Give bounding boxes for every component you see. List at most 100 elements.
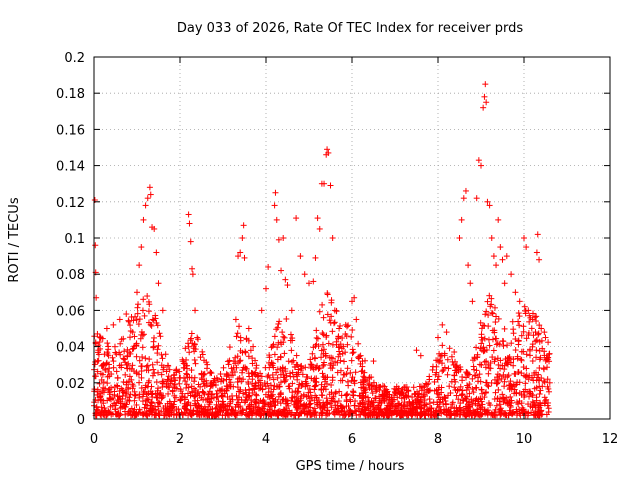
data-point — [142, 401, 149, 408]
data-point — [149, 394, 156, 401]
data-point — [241, 254, 248, 261]
data-point — [527, 388, 534, 395]
data-point — [185, 343, 192, 350]
data-point — [536, 322, 543, 329]
data-point — [273, 383, 280, 390]
data-point — [313, 327, 320, 334]
data-point — [186, 220, 193, 227]
data-point — [534, 374, 541, 381]
data-point — [478, 386, 485, 393]
data-point — [535, 331, 542, 338]
data-point — [436, 403, 443, 410]
y-tick-label: 0.06 — [56, 304, 85, 319]
data-point — [341, 358, 348, 365]
data-point — [463, 374, 470, 381]
data-point — [220, 401, 227, 408]
data-point — [379, 391, 386, 398]
data-point — [125, 408, 132, 415]
data-point — [511, 370, 518, 377]
data-point — [376, 412, 383, 419]
data-point — [182, 378, 189, 385]
data-point — [476, 361, 483, 368]
data-point — [501, 280, 508, 287]
data-point — [329, 328, 336, 335]
data-point — [185, 390, 192, 397]
data-point — [534, 231, 541, 238]
data-point — [460, 195, 467, 202]
data-point — [328, 382, 335, 389]
data-point — [351, 402, 358, 409]
data-point — [405, 393, 412, 400]
data-point — [242, 411, 249, 418]
data-point — [192, 307, 199, 314]
data-point — [526, 346, 533, 353]
data-point — [523, 335, 530, 342]
data-point — [208, 390, 215, 397]
data-point — [155, 385, 162, 392]
data-point — [507, 402, 514, 409]
data-point — [528, 325, 535, 332]
data-point — [522, 373, 529, 380]
data-point — [202, 412, 209, 419]
data-point — [272, 411, 279, 418]
data-point — [238, 378, 245, 385]
data-point — [138, 374, 145, 381]
data-point — [183, 362, 190, 369]
data-point — [163, 383, 170, 390]
data-point — [138, 368, 145, 375]
data-point — [131, 391, 138, 398]
data-point — [123, 381, 130, 388]
data-point — [455, 396, 462, 403]
data-point — [165, 377, 172, 384]
data-point — [482, 311, 489, 318]
data-point — [295, 369, 302, 376]
data-point — [139, 393, 146, 400]
data-point — [335, 405, 342, 412]
data-point — [320, 314, 327, 321]
data-point — [344, 391, 351, 398]
data-point — [466, 381, 473, 388]
data-point — [462, 187, 469, 194]
data-point — [413, 347, 420, 354]
data-point — [128, 376, 135, 383]
data-point — [493, 262, 500, 269]
data-point — [237, 347, 244, 354]
data-point — [94, 330, 101, 337]
data-point — [485, 383, 492, 390]
data-point — [456, 386, 463, 393]
data-point — [123, 390, 130, 397]
data-point — [417, 405, 424, 412]
data-point — [92, 358, 99, 365]
data-point — [219, 392, 226, 399]
data-point — [483, 379, 490, 386]
data-point — [239, 369, 246, 376]
data-point — [200, 389, 207, 396]
data-point — [508, 340, 515, 347]
data-point — [268, 344, 275, 351]
data-point — [124, 397, 131, 404]
data-point — [349, 346, 356, 353]
data-point — [96, 380, 103, 387]
data-point — [140, 331, 147, 338]
data-point — [332, 389, 339, 396]
data-point — [120, 335, 127, 342]
data-point — [277, 354, 284, 361]
data-point — [328, 313, 335, 320]
data-point — [320, 404, 327, 411]
data-point — [228, 406, 235, 413]
data-point — [337, 367, 344, 374]
data-point — [512, 289, 519, 296]
data-point — [367, 409, 374, 416]
data-point — [536, 356, 543, 363]
data-point — [476, 371, 483, 378]
data-point — [533, 347, 540, 354]
data-point — [393, 407, 400, 414]
data-point — [155, 399, 162, 406]
data-point — [522, 386, 529, 393]
data-point — [128, 313, 135, 320]
data-point — [320, 373, 327, 380]
data-point — [173, 412, 180, 419]
data-point — [158, 362, 165, 369]
data-point — [476, 402, 483, 409]
data-point — [339, 350, 346, 357]
